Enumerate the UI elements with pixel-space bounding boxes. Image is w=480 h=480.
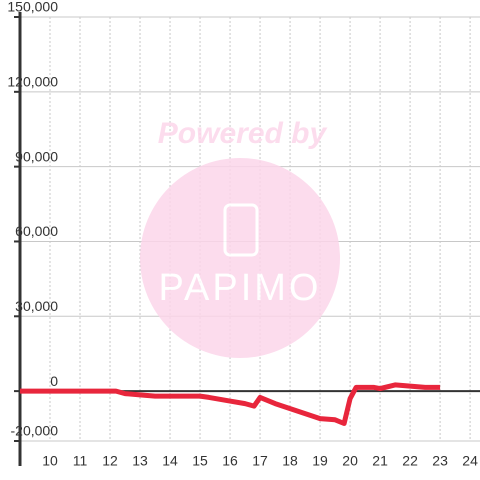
x-tick-label: 13 [132,453,148,469]
x-tick-label: 23 [432,453,448,469]
x-tick-label: 12 [102,453,118,469]
x-tick-label: 15 [192,453,208,469]
x-tick-label: 24 [462,453,478,469]
watermark-brand: PAPIMO [159,267,322,309]
watermark: Powered by PAPIMO [140,117,340,358]
y-tick-label: 150,000 [7,0,58,15]
x-tick-label: 10 [42,453,58,469]
watermark-title: Powered by [158,117,328,150]
y-tick-label: 60,000 [15,223,58,239]
watermark-circle [140,158,340,358]
y-tick-label: 30,000 [15,298,58,314]
x-tick-label: 22 [402,453,418,469]
x-tick-label: 17 [252,453,268,469]
y-tick-label: 90,000 [15,148,58,164]
y-tick-label: -20,000 [11,423,59,439]
x-tick-label: 11 [73,453,88,469]
y-tick-label: 0 [50,373,58,389]
series-line [20,382,441,426]
x-tick-label: 14 [162,453,178,469]
x-tick-label: 18 [282,453,298,469]
x-tick-label: 16 [222,453,238,469]
x-tick-label: 21 [372,453,388,469]
watermark-icon [223,203,259,257]
x-tick-label: 19 [312,453,328,469]
y-tick-label: 120,000 [7,74,58,90]
x-tick-label: 20 [342,453,358,469]
